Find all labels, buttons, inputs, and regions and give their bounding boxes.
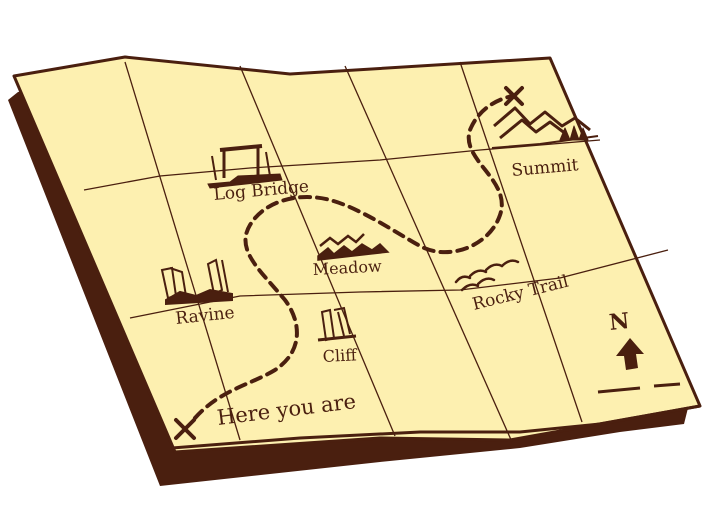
summit-mountain-icon [491, 106, 599, 149]
meadow-grass-icon [317, 233, 390, 261]
scale-bar [597, 382, 681, 394]
cliff-icon [317, 306, 357, 342]
ravine-icon [160, 258, 233, 306]
fold-lines [83, 61, 669, 443]
north-label: N [608, 308, 631, 336]
rocky-trail-icon [454, 259, 520, 292]
log-bridge-icon [207, 144, 283, 189]
label-meadow: Meadow [312, 256, 382, 279]
trail-path [193, 94, 514, 420]
start-x-mark-icon [174, 418, 196, 440]
end-x-mark-icon [504, 86, 524, 106]
label-cliff: Cliff [322, 345, 358, 366]
north-arrow-icon [616, 338, 644, 370]
map-bottom-edge [171, 404, 701, 450]
